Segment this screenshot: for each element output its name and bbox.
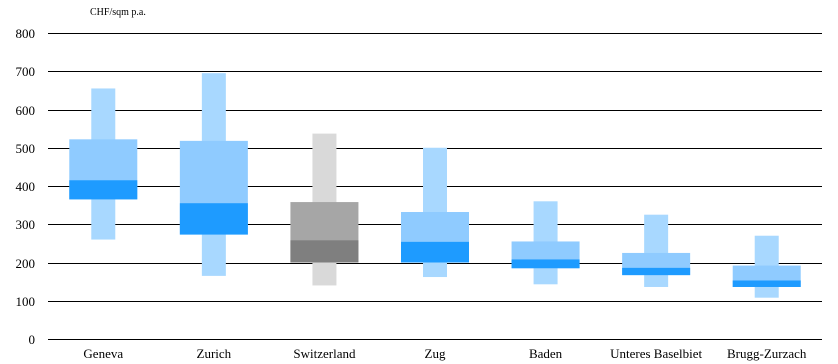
median-band	[401, 241, 469, 263]
category-labels: Geneva Zurich Switzerland Zug Baden Unteres B…	[83, 346, 806, 361]
y-tick-label: 700	[16, 64, 36, 79]
median-band	[511, 259, 580, 269]
whisker-bar	[644, 214, 669, 287]
y-tick-label: 400	[16, 179, 36, 194]
category-label: Switzerland	[293, 346, 356, 361]
y-tick-label: 800	[16, 26, 36, 41]
category-label: Geneva	[83, 346, 123, 361]
median-band	[69, 180, 138, 200]
y-tick-label: 200	[16, 256, 36, 271]
y-axis-unit-label: CHF/sqm p.a.	[90, 7, 146, 18]
range-bar	[511, 201, 580, 285]
range-bars	[69, 73, 801, 298]
category-label: Baden	[529, 346, 563, 361]
category-label: Zug	[425, 346, 446, 361]
median-band	[622, 267, 691, 276]
y-tick-label: 0	[29, 332, 36, 347]
y-tick-label: 300	[16, 217, 36, 232]
y-tick-label: 600	[16, 103, 36, 118]
y-tick-label: 500	[16, 141, 36, 156]
category-label: Unteres Baselbiet	[610, 346, 702, 361]
range-bar	[622, 214, 691, 287]
range-bar	[69, 88, 138, 240]
y-tick-label: 100	[16, 294, 36, 309]
category-label: Zurich	[197, 346, 232, 361]
range-bar	[179, 73, 248, 276]
y-axis-ticks: 0 100 200 300 400 500 600 700 800	[16, 26, 36, 347]
range-bar	[732, 235, 801, 298]
median-band	[290, 240, 359, 263]
range-bar	[401, 147, 469, 278]
category-label: Brugg-Zurzach	[727, 346, 807, 361]
median-band	[179, 203, 248, 235]
range-bar	[290, 133, 359, 286]
median-band	[732, 280, 801, 287]
